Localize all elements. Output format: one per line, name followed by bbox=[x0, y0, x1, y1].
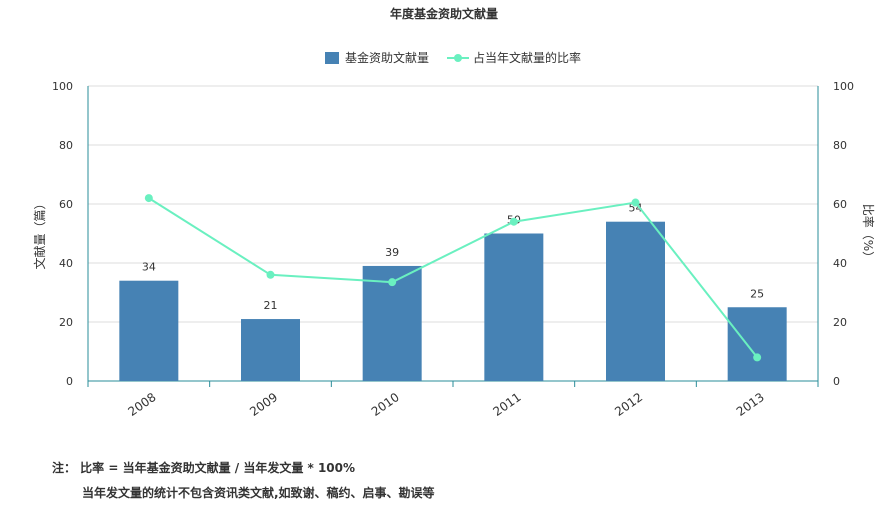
bar bbox=[606, 221, 665, 381]
bar-value-label: 39 bbox=[385, 246, 399, 259]
footnote-line-2: 当年发文量的统计不包含资讯类文献,如致谢、稿约、启事、勘误等 bbox=[82, 486, 435, 500]
chart-title: 年度基金资助文献量 bbox=[390, 6, 498, 21]
y-tick-label-right: 80 bbox=[833, 139, 847, 152]
x-tick-label: 2011 bbox=[491, 390, 524, 419]
y-tick-label-right: 0 bbox=[833, 375, 840, 388]
x-tick-label: 2008 bbox=[126, 390, 159, 419]
legend-label-bar: 基金资助文献量 bbox=[345, 50, 429, 65]
bar-value-label: 34 bbox=[142, 261, 156, 274]
y-tick-label-right: 60 bbox=[833, 198, 847, 211]
ratio-point bbox=[388, 278, 397, 287]
y-axis-title-right: 比率（%） bbox=[861, 204, 876, 263]
y-tick-label-right: 20 bbox=[833, 316, 847, 329]
bar-value-label: 54 bbox=[629, 202, 643, 215]
ratio-point bbox=[266, 270, 275, 279]
legend-swatch-marker bbox=[454, 54, 462, 62]
legend-swatch-bar bbox=[325, 52, 339, 64]
bar bbox=[241, 319, 300, 381]
x-tick-label: 2010 bbox=[369, 390, 402, 419]
x-tick-label: 2012 bbox=[612, 390, 645, 419]
y-tick-label-right: 40 bbox=[833, 257, 847, 270]
y-tick-label-left: 20 bbox=[59, 316, 73, 329]
footnote-line-1: 注： 比率 = 当年基金资助文献量 / 当年发文量 * 100% bbox=[52, 461, 356, 475]
ratio-line bbox=[148, 197, 758, 359]
ratio-point bbox=[753, 353, 762, 362]
ratio-point bbox=[144, 194, 153, 203]
ratio-point bbox=[509, 217, 518, 226]
legend-label-line: 占当年文献量的比率 bbox=[473, 50, 581, 65]
x-tick-label: 2013 bbox=[734, 390, 767, 419]
y-tick-label-left: 0 bbox=[66, 375, 73, 388]
ratio-point bbox=[631, 198, 640, 207]
bar bbox=[484, 233, 544, 381]
bar bbox=[119, 280, 179, 381]
y-tick-label-left: 40 bbox=[59, 257, 73, 270]
bar-value-label: 25 bbox=[750, 287, 764, 300]
y-tick-label-right: 100 bbox=[833, 80, 854, 93]
y-axis-title-left: 文献量（篇） bbox=[32, 197, 47, 269]
y-tick-label-left: 60 bbox=[59, 198, 73, 211]
x-tick-label: 2009 bbox=[247, 390, 280, 419]
bar bbox=[727, 307, 787, 381]
bar-value-label: 21 bbox=[264, 299, 278, 312]
y-tick-label-left: 100 bbox=[52, 80, 73, 93]
y-tick-label-left: 80 bbox=[59, 139, 73, 152]
